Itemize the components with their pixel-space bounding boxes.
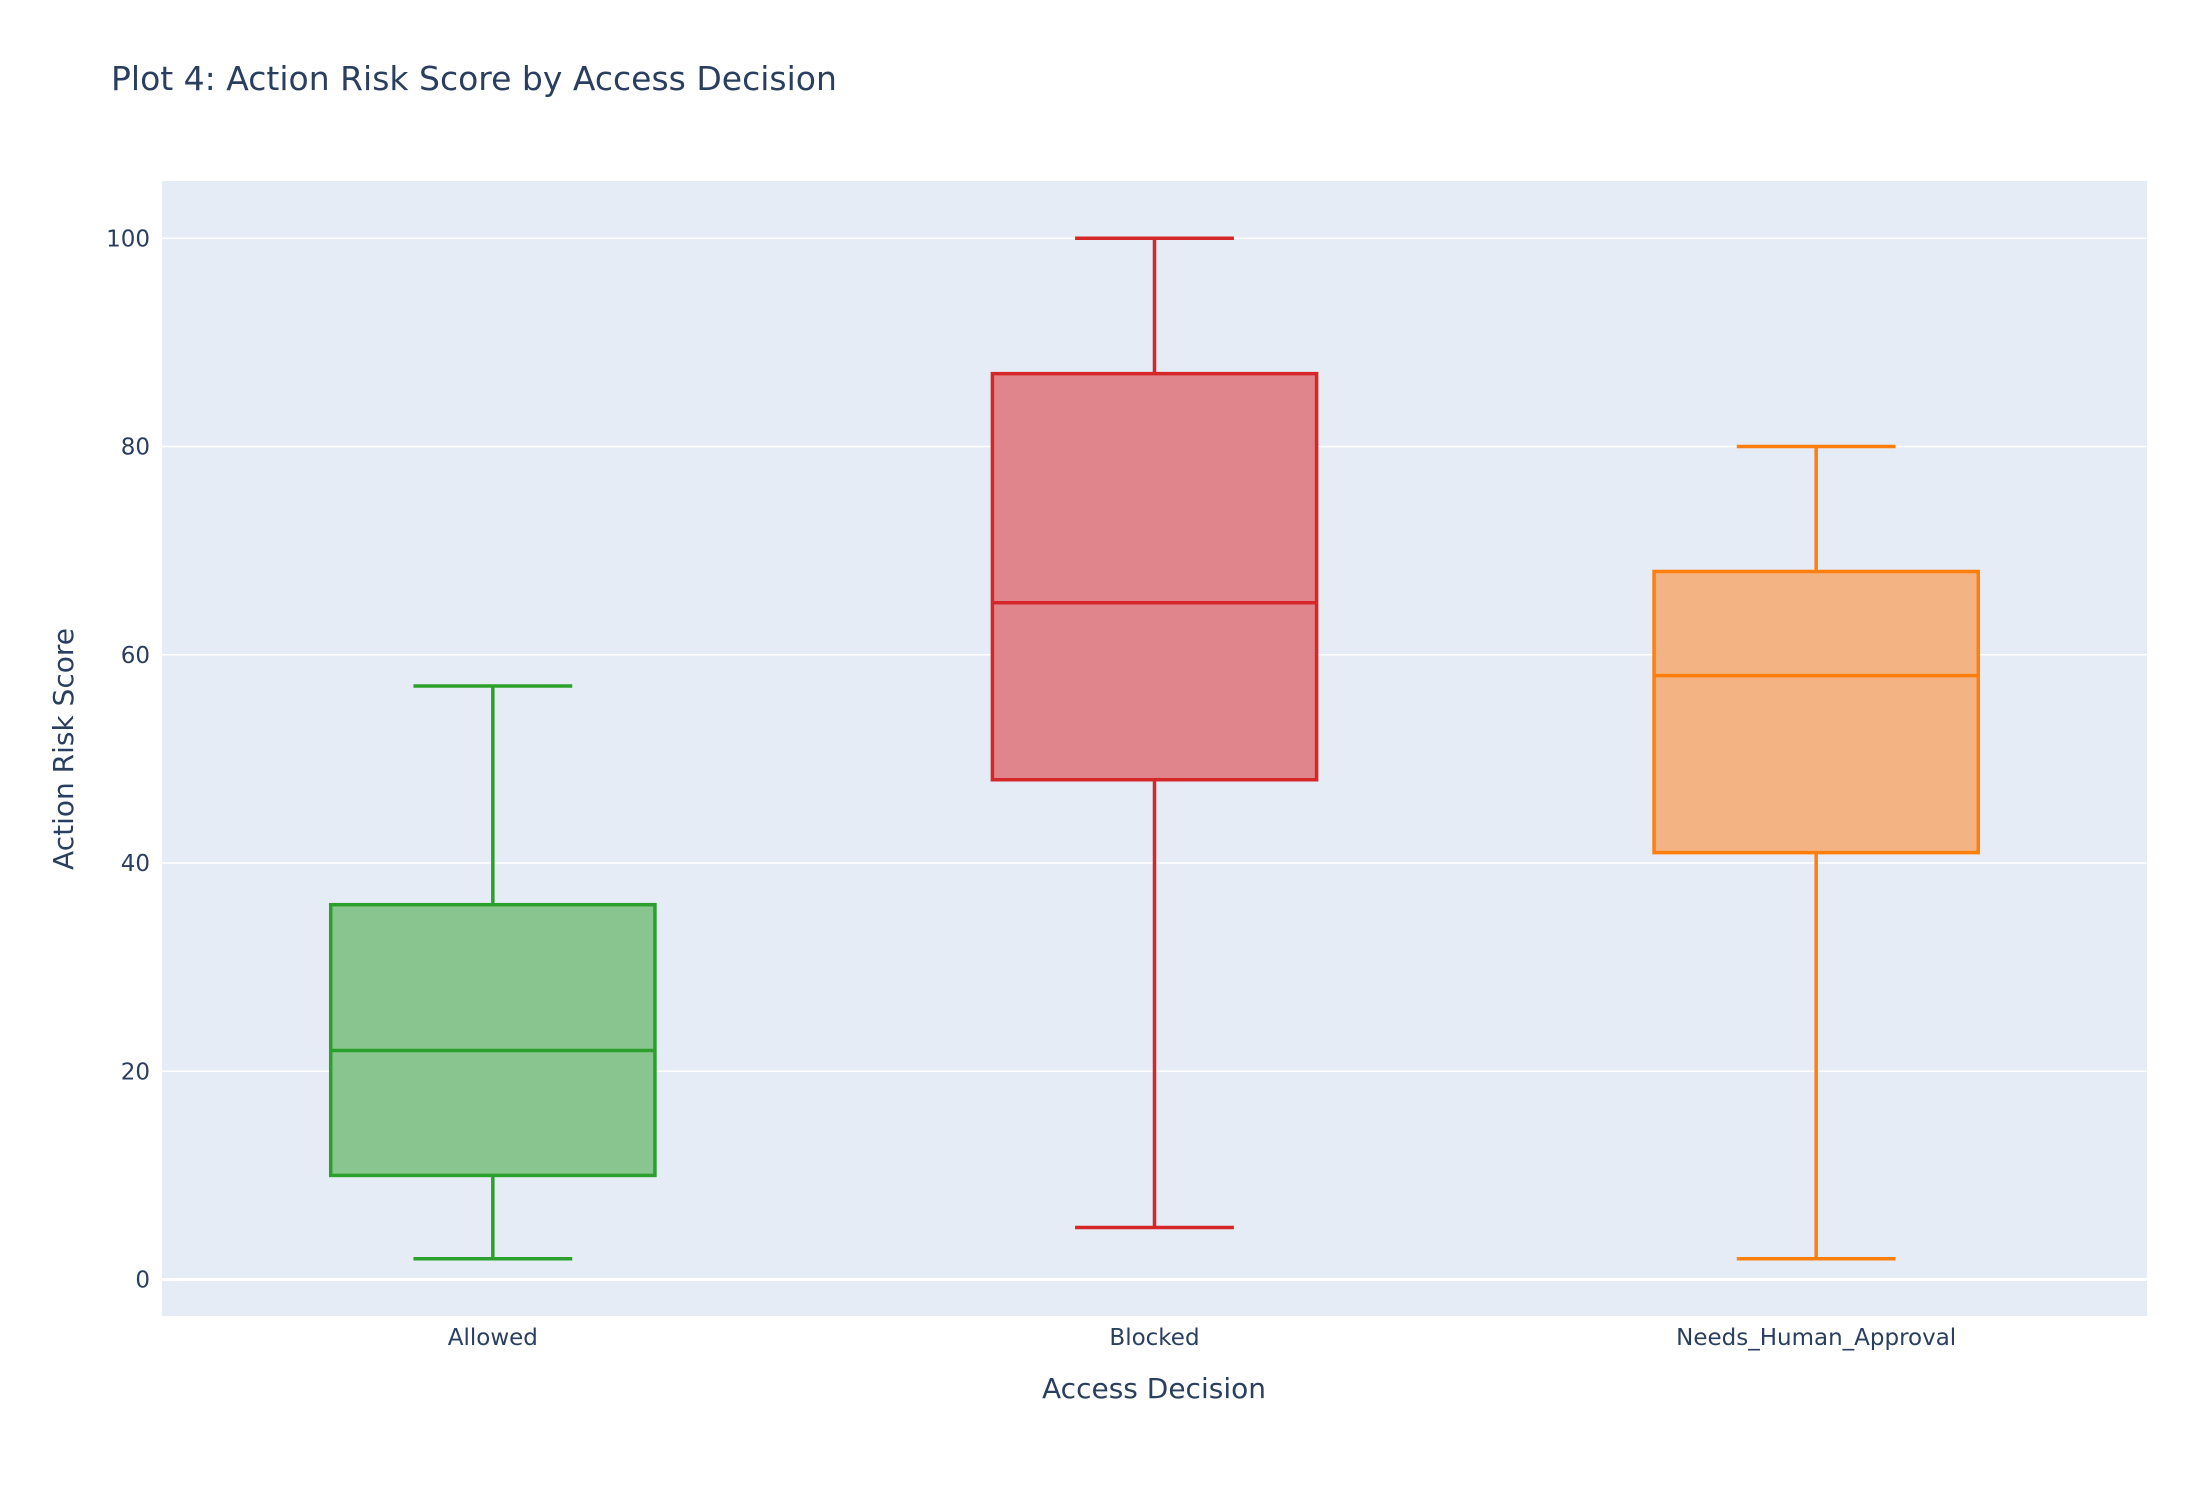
x-axis-title: Access Decision xyxy=(1042,1372,1266,1405)
box-allowed xyxy=(328,684,657,1261)
y-tick-label: 100 xyxy=(106,226,150,252)
x-axis-ticks: Allowed Blocked Needs_Human_Approval xyxy=(448,1325,1956,1351)
y-tick-label: 40 xyxy=(121,851,150,877)
x-tick-label: Needs_Human_Approval xyxy=(1676,1325,1956,1351)
iqr-box xyxy=(328,902,657,1178)
y-axis-ticks: 0 20 40 60 80 100 xyxy=(106,226,150,1293)
iqr-box xyxy=(990,371,1319,782)
x-tick-label: Blocked xyxy=(1109,1325,1199,1351)
y-tick-label: 0 xyxy=(135,1268,150,1294)
x-tick-label: Allowed xyxy=(448,1325,538,1351)
box-blocked xyxy=(990,236,1319,1230)
y-axis-title: Action Risk Score xyxy=(47,628,80,870)
y-tick-label: 20 xyxy=(121,1059,150,1085)
y-tick-label: 60 xyxy=(121,643,150,669)
y-tick-label: 80 xyxy=(121,435,150,461)
boxes xyxy=(328,236,1981,1261)
iqr-box xyxy=(1652,569,1981,855)
box-needs-human-approval xyxy=(1652,444,1981,1261)
chart-title: Plot 4: Action Risk Score by Access Deci… xyxy=(111,59,837,98)
